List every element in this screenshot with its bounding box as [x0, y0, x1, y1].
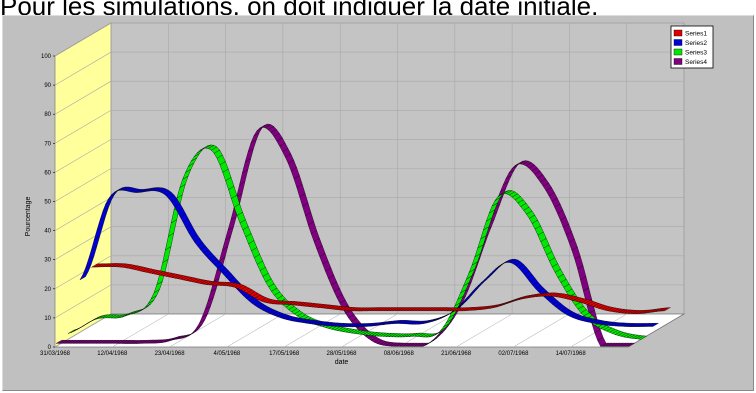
y-tick-label: 80	[44, 112, 51, 118]
floor-line	[455, 313, 513, 348]
y-tick-label: 40	[44, 229, 51, 235]
legend-swatch-series-4	[673, 58, 683, 65]
floor-line	[513, 313, 570, 348]
legend-swatch-series-3	[673, 48, 683, 56]
x-tick-label: 21/06/1968	[441, 351, 472, 357]
x-axis-ticks: 31/03/1968 12/04/1968 23/04/1968 4/05/1968 1…	[40, 351, 586, 357]
x-tick-label: 17/05/1968	[269, 351, 300, 357]
legend-swatch-series-2	[673, 39, 683, 46]
x-tick-label: 08/06/1968	[384, 351, 415, 357]
chart-frame: 0 10 20 30 40 50 60 70 80 90 100 31/03/1968 12/04/1…	[2, 15, 754, 391]
chart-floor	[53, 313, 686, 348]
series-4-ribbon	[55, 123, 636, 347]
x-tick-label: 02/07/1968	[498, 351, 529, 357]
chart-svg: 0 10 20 30 40 50 60 70 80 90 100 31/03/1968 12/04/1…	[25, 22, 714, 366]
floor-line	[169, 313, 226, 348]
floor-line	[284, 313, 341, 348]
floor-line	[226, 313, 284, 348]
floor-line	[341, 313, 398, 348]
y-tick-label: 30	[44, 258, 51, 264]
floor-line	[398, 313, 455, 348]
y-tick-label: 20	[44, 287, 51, 293]
y-axis-ticks: 0 10 20 30 40 50 60 70 80 90 100	[41, 54, 55, 351]
x-tick-label: 12/04/1968	[97, 351, 128, 357]
legend-label-series-1: Series1	[685, 31, 707, 38]
series-3-ribbon	[67, 144, 648, 340]
legend-label-series-4: Series4	[685, 59, 707, 66]
x-tick-label: 23/04/1968	[155, 351, 186, 357]
y-axis-label: Pourcentage	[25, 197, 32, 237]
y-tick-label: 50	[44, 200, 51, 206]
x-tick-label: 14/07/1968	[556, 351, 587, 357]
x-axis-label: date	[335, 359, 349, 366]
legend: Series1 Series2 Series3 Series4	[670, 25, 714, 69]
series-1-ribbon	[91, 263, 671, 314]
legend-label-series-3: Series3	[685, 50, 707, 57]
chart-gridlines	[54, 22, 684, 348]
y-tick-label: 0	[48, 345, 52, 351]
x-tick-label: 4/05/1968	[214, 351, 241, 357]
legend-label-series-2: Series2	[685, 40, 707, 47]
y-tick-label: 70	[44, 141, 51, 147]
y-tick-label: 60	[44, 170, 51, 176]
y-tick-label: 100	[41, 54, 52, 60]
chart-ribbons	[55, 123, 671, 347]
legend-swatch-series-1	[673, 29, 683, 37]
series-2-ribbon	[79, 186, 660, 328]
y-tick-label: 10	[44, 316, 51, 322]
x-tick-label: 31/03/1968	[40, 351, 71, 357]
x-tick-label: 28/05/1968	[326, 351, 357, 357]
y-tick-label: 90	[44, 83, 51, 89]
